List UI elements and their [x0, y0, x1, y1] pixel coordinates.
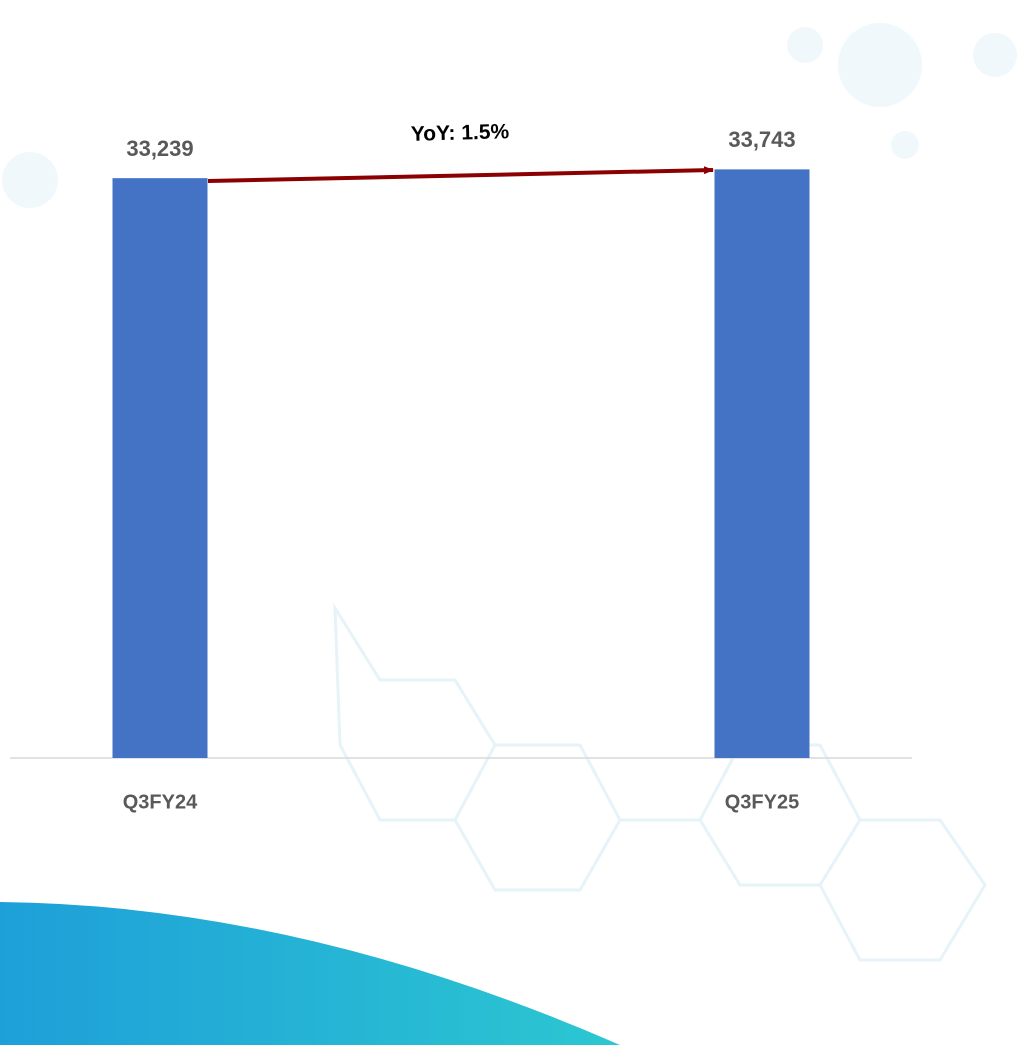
x-tick-label: Q3FY24	[123, 791, 198, 813]
annotation: YoY: 1.5%	[410, 120, 509, 146]
value-label: 33,239	[126, 136, 193, 161]
background-swoosh	[0, 902, 620, 1045]
yoy-arrow	[207, 166, 714, 183]
x-tick-label: Q3FY25	[725, 791, 799, 813]
value-label: 33,743	[728, 127, 795, 152]
bar	[714, 169, 810, 758]
bar	[112, 178, 208, 758]
